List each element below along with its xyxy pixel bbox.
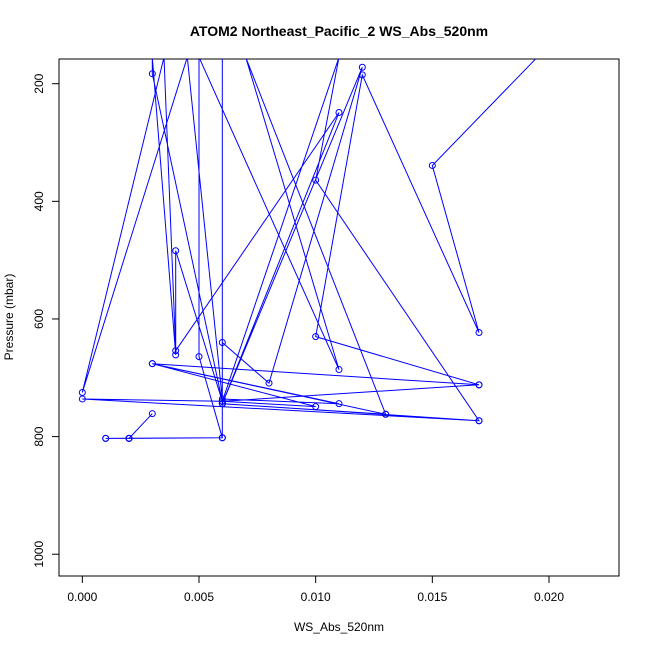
x-tick-label: 0.005 xyxy=(184,590,214,604)
data-point xyxy=(172,351,180,359)
data-point xyxy=(218,338,226,346)
data-point xyxy=(475,381,483,389)
data-point xyxy=(312,403,320,411)
data-point xyxy=(382,410,390,418)
data-point xyxy=(475,417,483,425)
data-point xyxy=(172,247,180,255)
data-point xyxy=(335,366,343,374)
x-axis: 0.000 0.005 0.010 0.015 0.020 xyxy=(67,575,564,604)
chart-title: ATOM2 Northeast_Pacific_2 WS_Abs_520nm xyxy=(190,23,488,39)
series-layer xyxy=(78,59,537,442)
data-point xyxy=(475,328,483,336)
data-point xyxy=(125,434,133,442)
data-point xyxy=(312,333,320,341)
y-tick-label: 600 xyxy=(32,309,46,329)
data-point xyxy=(358,63,366,71)
data-point xyxy=(335,109,343,117)
data-series xyxy=(78,59,537,442)
data-point xyxy=(428,161,436,169)
series-line xyxy=(81,59,537,439)
y-tick-label: 400 xyxy=(32,191,46,211)
data-point xyxy=(195,353,203,361)
y-tick-label: 1000 xyxy=(32,541,46,568)
data-point xyxy=(148,410,156,418)
data-point xyxy=(218,395,226,403)
data-point xyxy=(148,70,156,78)
y-tick-label: 800 xyxy=(32,426,46,446)
x-tick-label: 0.010 xyxy=(301,590,331,604)
data-point xyxy=(102,434,110,442)
data-point xyxy=(218,434,226,442)
data-point xyxy=(218,397,226,405)
data-point xyxy=(265,379,273,387)
data-point xyxy=(335,400,343,408)
data-point xyxy=(218,400,226,408)
y-axis-label: Pressure (mbar) xyxy=(2,274,16,361)
x-tick-label: 0.015 xyxy=(417,590,447,604)
x-axis-label: WS_Abs_520nm xyxy=(294,620,384,634)
x-tick-label: 0.020 xyxy=(534,590,564,604)
x-tick-label: 0.000 xyxy=(67,590,97,604)
data-point xyxy=(148,360,156,368)
data-point xyxy=(358,71,366,79)
y-axis: 200 400 600 800 1000 xyxy=(32,73,60,568)
data-point xyxy=(312,176,320,184)
y-tick-label: 200 xyxy=(32,73,46,93)
plot-frame xyxy=(58,58,620,577)
data-point xyxy=(172,347,180,355)
data-point xyxy=(78,395,86,403)
